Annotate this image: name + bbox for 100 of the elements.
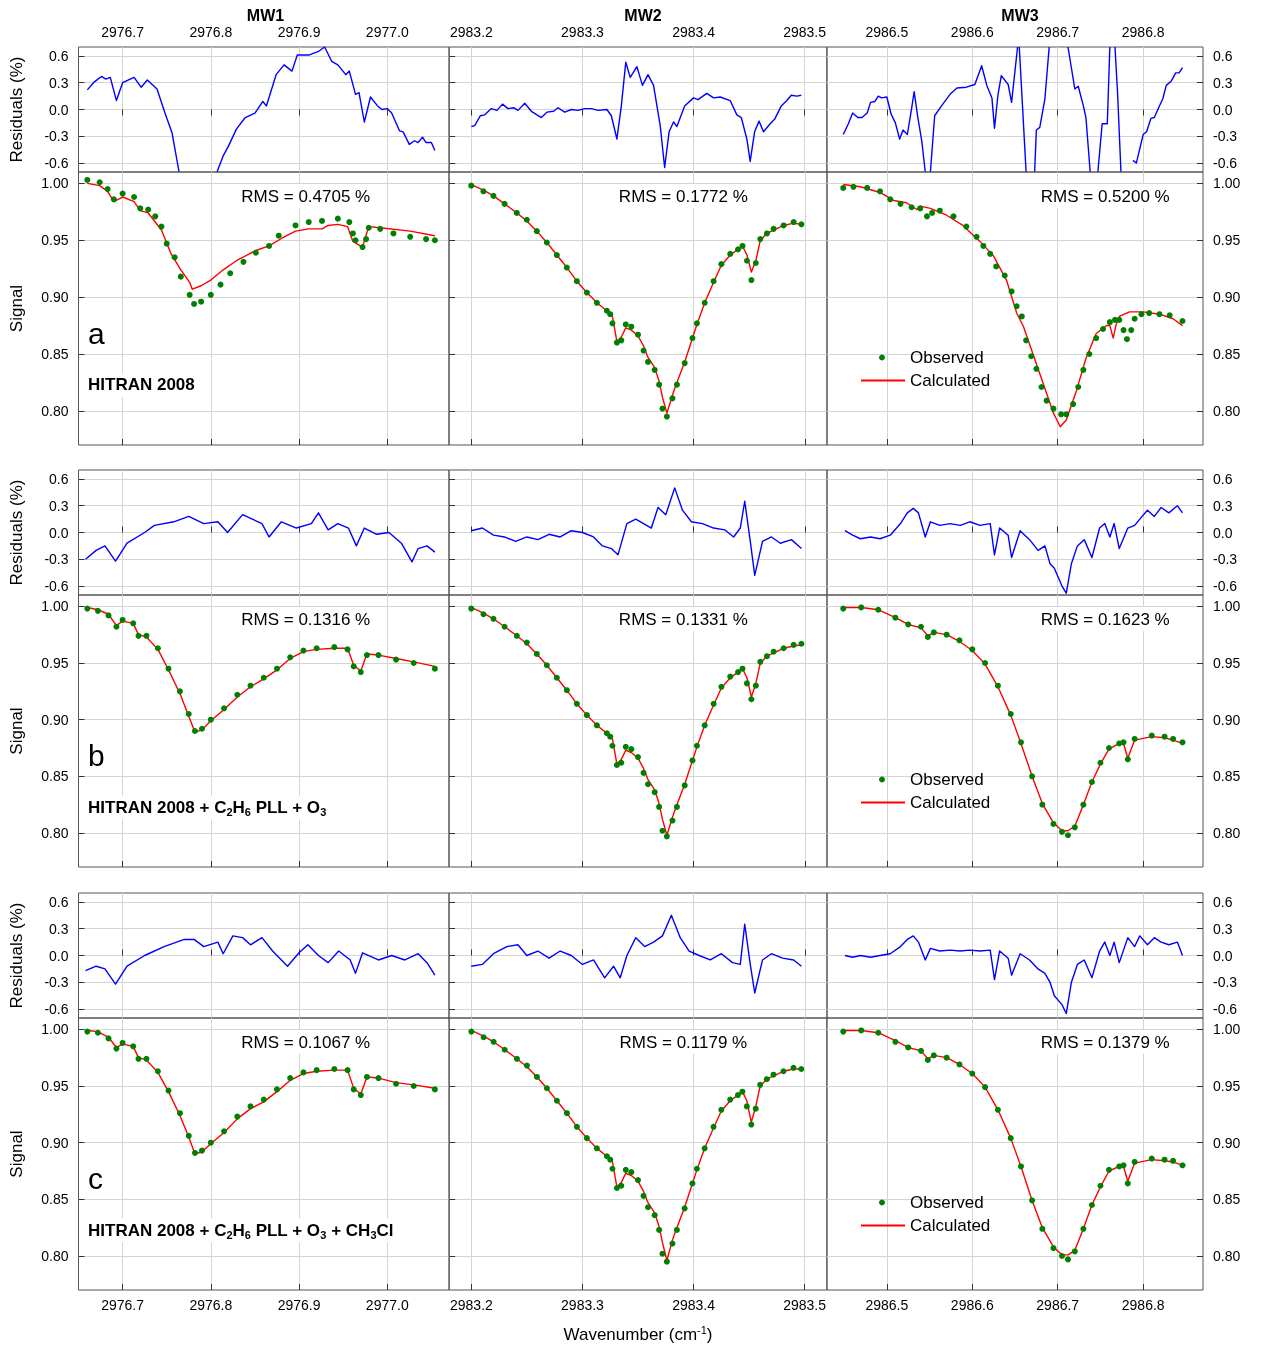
point	[119, 616, 126, 623]
y-tick-label: 0.6	[1213, 47, 1233, 64]
point	[840, 184, 847, 191]
point	[593, 299, 600, 306]
point	[468, 1028, 475, 1035]
point	[287, 1075, 294, 1082]
point	[1080, 1225, 1087, 1232]
y-tick-label: 0.90	[1213, 711, 1241, 728]
point	[1097, 1182, 1104, 1189]
point	[980, 242, 987, 249]
point	[513, 632, 520, 639]
point	[431, 237, 438, 244]
point	[969, 646, 976, 653]
point	[1124, 1180, 1131, 1187]
point	[275, 232, 282, 239]
point	[924, 1056, 931, 1063]
point	[431, 1086, 438, 1093]
point	[618, 337, 625, 344]
annotation: RMS = 0.1179 %	[619, 1032, 748, 1052]
y-tick-label: -0.3	[1213, 551, 1238, 568]
point	[850, 183, 857, 190]
point	[956, 637, 963, 644]
point	[96, 179, 103, 186]
point	[748, 277, 755, 284]
y-tick-label: 0.85	[41, 768, 69, 785]
point	[651, 1212, 658, 1219]
point	[593, 722, 600, 729]
y-tick-label: 0.80	[1213, 402, 1241, 419]
point	[221, 1128, 228, 1135]
y-tick-label: 0.85	[1213, 346, 1241, 362]
legend-label: Calculated	[910, 793, 991, 812]
point	[523, 639, 530, 646]
point	[1071, 1248, 1078, 1255]
point	[924, 633, 931, 640]
point	[143, 632, 150, 639]
y-axis-title: Signal	[7, 284, 26, 333]
point	[659, 827, 666, 834]
y-tick-label: 0.6	[49, 893, 69, 910]
point	[137, 205, 144, 212]
y-tick-label: 0.90	[1213, 289, 1241, 306]
y-tick-label: 0.0	[49, 947, 69, 964]
point	[752, 1105, 759, 1112]
point	[163, 240, 170, 247]
point	[663, 1258, 670, 1265]
point	[1029, 773, 1036, 780]
point	[743, 1103, 750, 1110]
point	[94, 607, 101, 614]
x-tick-label: 2976.9	[277, 24, 321, 40]
point	[1106, 745, 1112, 751]
y-tick-label: 0.0	[49, 101, 69, 118]
point	[331, 1066, 338, 1072]
point	[583, 712, 590, 719]
point	[1131, 735, 1138, 742]
point	[410, 660, 417, 666]
point	[734, 1092, 741, 1099]
point	[563, 1110, 570, 1117]
point	[273, 1086, 280, 1093]
point	[207, 1139, 214, 1146]
annotation: RMS = 0.1772 %	[618, 186, 748, 206]
point	[798, 1066, 805, 1072]
point	[359, 244, 366, 251]
point	[199, 1147, 205, 1154]
point	[573, 1123, 580, 1130]
point	[640, 769, 647, 776]
point	[982, 1084, 989, 1091]
point	[743, 680, 750, 687]
point	[1008, 288, 1015, 295]
point	[727, 1096, 734, 1103]
point	[1170, 1157, 1177, 1164]
point	[622, 743, 629, 750]
point	[113, 1045, 120, 1052]
point	[1128, 327, 1135, 334]
point	[177, 273, 184, 280]
annotation: RMS = 0.5200 %	[1040, 186, 1170, 206]
point	[669, 395, 676, 402]
point	[656, 1226, 663, 1233]
point	[763, 1076, 770, 1083]
point	[1088, 1202, 1095, 1208]
point	[790, 1064, 797, 1071]
point	[543, 239, 550, 246]
y-tick-label: -0.6	[1213, 155, 1238, 172]
y-tick-label: 1.00	[41, 598, 69, 615]
point	[198, 298, 205, 305]
point	[892, 614, 899, 621]
point	[152, 213, 159, 220]
point	[887, 196, 894, 203]
point	[923, 213, 930, 220]
point	[143, 1055, 150, 1062]
point	[718, 683, 725, 690]
point	[669, 817, 676, 824]
point	[513, 1055, 520, 1062]
annotation: a	[88, 316, 105, 350]
point	[501, 1046, 508, 1053]
y-tick-label: 0.85	[41, 1191, 69, 1208]
point	[490, 615, 497, 622]
point	[113, 623, 120, 630]
x-tick-label: 2983.2	[449, 1297, 494, 1313]
point	[897, 200, 904, 207]
point	[318, 217, 325, 224]
point	[790, 641, 797, 648]
